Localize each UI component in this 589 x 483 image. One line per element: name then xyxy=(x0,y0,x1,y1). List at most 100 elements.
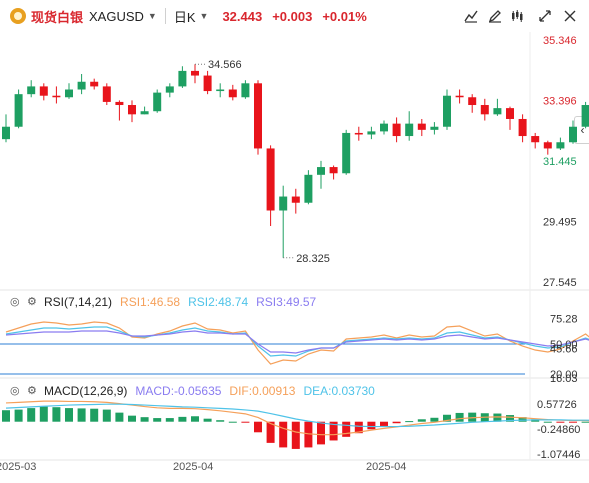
eye-icon[interactable]: ◎ xyxy=(10,384,20,397)
price-change-pct: +0.01% xyxy=(322,8,367,24)
candle-body xyxy=(254,83,262,149)
macd-bar xyxy=(77,408,86,422)
macd-bar xyxy=(39,406,48,422)
candle-body xyxy=(128,105,136,115)
macd-bar xyxy=(2,410,10,422)
chevron-down-icon[interactable]: ▼ xyxy=(199,11,209,21)
candle-body xyxy=(65,89,73,98)
rsi-tick-label: 45.66 xyxy=(550,343,578,355)
dea-line xyxy=(5,403,589,428)
macd-bar xyxy=(228,421,237,423)
candle-body xyxy=(203,75,212,92)
settings-icon[interactable]: ⚙ xyxy=(27,384,37,397)
macd-tick-label: 0.57726 xyxy=(537,399,577,411)
macd-bar xyxy=(543,421,552,423)
candle-body xyxy=(266,148,275,211)
macd-bar xyxy=(165,418,174,422)
candle-body xyxy=(304,174,313,203)
macd-bar xyxy=(241,421,250,423)
brand[interactable]: 现货白银 xyxy=(10,7,83,26)
candle-body xyxy=(90,81,99,87)
candle-body xyxy=(455,95,464,98)
candle-body xyxy=(342,132,351,174)
candle-body xyxy=(531,136,540,143)
candle-body xyxy=(165,86,174,93)
macd-bar xyxy=(506,415,514,422)
symbol-selector[interactable]: XAGUSD xyxy=(89,8,144,24)
macd-tick-label: -1.07446 xyxy=(537,449,580,461)
candle-body xyxy=(556,142,565,149)
low-label: 28.325 xyxy=(296,253,330,265)
rsi3-value: RSI3:49.57 xyxy=(256,295,317,309)
macd-bar xyxy=(115,412,124,422)
macd-bar xyxy=(443,414,451,422)
candle-body xyxy=(518,118,527,137)
price-tick-label: 29.495 xyxy=(543,217,577,229)
period-selector[interactable]: 日K xyxy=(173,9,196,25)
chart-type-icon[interactable] xyxy=(462,7,480,25)
macd-bar xyxy=(329,421,338,441)
high-label: 34.566 xyxy=(208,59,242,71)
dif-value: DIF:0.00913 xyxy=(229,384,296,398)
macd-bar xyxy=(430,417,439,422)
chevron-down-icon[interactable]: ▼ xyxy=(147,11,157,21)
candle-body xyxy=(115,101,124,106)
candle-body xyxy=(279,196,288,211)
macd-bar xyxy=(556,421,565,423)
macd-bar xyxy=(102,409,111,422)
dif-line xyxy=(5,400,589,436)
close-icon[interactable] xyxy=(561,7,579,25)
divider xyxy=(164,8,166,24)
candle-body xyxy=(430,126,439,130)
candle-body xyxy=(468,97,477,106)
macd-bar xyxy=(216,420,225,422)
candle-body xyxy=(543,142,552,149)
price-tick-label: 35.346 xyxy=(543,35,577,47)
candle-body xyxy=(216,89,225,92)
macd-bar xyxy=(317,421,325,445)
macd-bar xyxy=(569,421,577,423)
macd-bar xyxy=(140,417,149,422)
macd-bar xyxy=(153,418,162,422)
candle-body xyxy=(77,81,86,90)
macd-bar xyxy=(342,421,351,437)
side-panel-toggle[interactable]: ‹ xyxy=(574,116,589,144)
brand-name: 现货白银 xyxy=(31,9,84,25)
rsi-name: RSI(7,14,21) xyxy=(44,295,113,309)
macd-bar xyxy=(304,421,313,448)
eye-icon[interactable]: ◎ xyxy=(10,295,20,308)
rsi-line-3 xyxy=(5,330,589,354)
indicator-icon[interactable] xyxy=(508,7,526,25)
macd-bar xyxy=(178,416,187,422)
candle-body xyxy=(506,108,514,119)
macd-bar xyxy=(380,421,388,426)
macd-bar xyxy=(279,421,288,448)
silver-coin-icon xyxy=(10,8,26,24)
date-tick-label: 2025-04 xyxy=(173,461,213,473)
macd-series xyxy=(2,400,589,449)
expand-icon[interactable] xyxy=(536,7,554,25)
candle-body xyxy=(140,111,149,115)
candle-body xyxy=(27,86,36,95)
macd-bar xyxy=(367,421,376,430)
rsi-tick-label: 75.28 xyxy=(550,314,578,326)
price-tick-label: 27.545 xyxy=(543,277,577,289)
candle-body xyxy=(480,105,489,115)
macd-bar xyxy=(468,412,477,422)
date-tick-label: 2025-03 xyxy=(0,461,36,473)
macd-tick-label: -0.24860 xyxy=(537,424,580,436)
macd-bar xyxy=(254,421,262,433)
draw-icon[interactable] xyxy=(486,7,504,25)
rsi-series xyxy=(0,321,589,375)
candle-body xyxy=(380,123,388,132)
macd-bar xyxy=(392,421,401,424)
macd-bar xyxy=(65,408,73,422)
macd-bar xyxy=(52,407,61,422)
candle-body xyxy=(178,70,187,87)
settings-icon[interactable]: ⚙ xyxy=(27,295,37,308)
macd-bar xyxy=(354,421,363,434)
macd-bar xyxy=(518,417,527,422)
candle-body xyxy=(228,89,237,98)
date-tick-label: 2025-04 xyxy=(366,461,406,473)
